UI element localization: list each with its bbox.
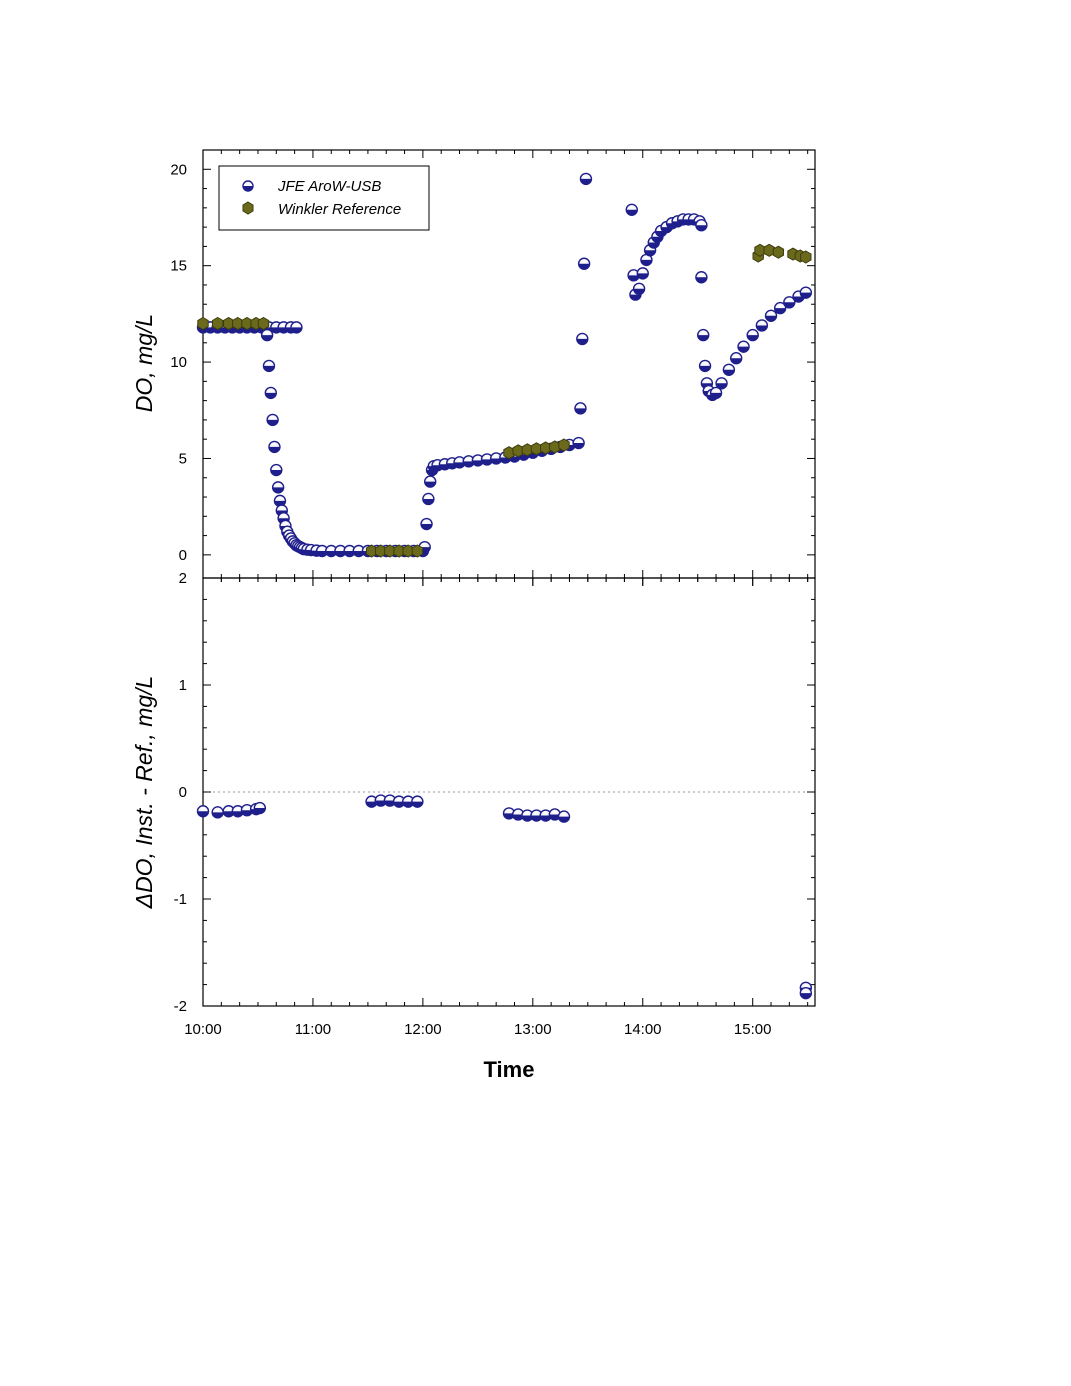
jfe-point <box>755 319 769 332</box>
delta-point <box>365 795 378 808</box>
jfe-point <box>715 377 728 390</box>
jfe-point <box>695 271 708 284</box>
delta-point <box>196 805 210 818</box>
delta-point <box>411 795 424 808</box>
jfe-point <box>799 286 813 299</box>
jfe-point <box>709 386 723 400</box>
legend-label-winkler: Winkler Reference <box>278 201 401 218</box>
winkler-point <box>772 245 784 259</box>
x-tick-label: 12:00 <box>404 1021 442 1038</box>
jfe-point <box>422 492 435 506</box>
winkler-point <box>800 250 812 264</box>
jfe-point <box>764 309 778 323</box>
bottom-y-tick-label: 2 <box>179 570 187 587</box>
jfe-point <box>462 455 475 468</box>
jfe-point <box>290 321 303 334</box>
jfe-point <box>574 402 587 415</box>
bottom-y-tick-label: -2 <box>174 998 187 1015</box>
jfe-point <box>783 296 796 309</box>
jfe-point <box>420 517 433 531</box>
bottom-y-tick-label: 1 <box>179 677 187 694</box>
x-tick-label: 10:00 <box>184 1021 222 1038</box>
top-y-axis-title: DO, mg/L <box>131 314 157 412</box>
jfe-point <box>627 269 640 282</box>
delta-point <box>240 803 254 817</box>
top-panel-points <box>196 172 813 558</box>
bottom-y-tick-label: 0 <box>179 784 187 801</box>
jfe-point <box>730 352 743 365</box>
winkler-point <box>257 316 270 331</box>
jfe-point <box>697 328 710 342</box>
jfe-point <box>268 440 281 454</box>
jfe-point <box>579 172 593 186</box>
jfe-point <box>632 282 646 296</box>
axis-ticks <box>202 150 815 1007</box>
jfe-point <box>722 363 736 376</box>
jfe-point <box>577 257 591 270</box>
legend-box <box>218 165 430 231</box>
bottom-y-tick-label: -1 <box>174 891 187 908</box>
delta-point <box>530 809 543 822</box>
winkler-point <box>197 316 209 331</box>
jfe-point <box>625 203 638 216</box>
delta-point <box>557 810 571 823</box>
jfe-point <box>572 436 585 450</box>
top-y-tick-label: 5 <box>179 450 187 467</box>
jfe-point <box>266 413 279 427</box>
top-y-tick-label: 10 <box>170 354 187 371</box>
jfe-point <box>746 328 759 342</box>
winkler-point <box>558 438 570 452</box>
winkler-point <box>411 544 424 558</box>
legend-marker-jfe <box>242 180 254 192</box>
delta-point <box>521 809 534 822</box>
jfe-point <box>334 544 347 558</box>
jfe-point <box>262 359 276 373</box>
delta-point <box>392 795 406 808</box>
delta-point <box>539 809 552 822</box>
jfe-point <box>576 332 589 346</box>
winkler-point <box>763 243 775 257</box>
jfe-point <box>264 386 277 400</box>
delta-point <box>799 986 813 1000</box>
top-y-tick-label: 15 <box>170 258 187 275</box>
jfe-point <box>737 340 750 353</box>
jfe-point <box>695 218 708 232</box>
jfe-point <box>343 544 356 558</box>
legend-marker-winkler <box>242 201 254 215</box>
jfe-point <box>260 328 274 342</box>
jfe-point <box>480 453 494 466</box>
jfe-point <box>271 481 285 494</box>
bottom-panel-points <box>196 794 813 1000</box>
x-tick-label: 14:00 <box>624 1021 662 1038</box>
jfe-point <box>636 267 649 280</box>
legend: JFE AroW-USB Winkler Reference <box>218 165 430 231</box>
top-y-tick-label: 20 <box>170 161 187 178</box>
jfe-point <box>773 301 787 315</box>
jfe-point <box>273 494 287 508</box>
x-tick-label: 15:00 <box>734 1021 772 1038</box>
bottom-y-axis-title: ΔDO, Inst. - Ref., mg/L <box>131 676 157 910</box>
delta-point <box>374 794 387 807</box>
x-tick-label: 13:00 <box>514 1021 552 1038</box>
x-tick-label: 11:00 <box>295 1021 331 1038</box>
x-axis-title: Time <box>484 1057 535 1082</box>
delta-point <box>211 806 224 819</box>
winkler-point <box>212 316 224 331</box>
legend-label-jfe: JFE AroW-USB <box>277 178 381 195</box>
tick-labels: 10:00 11:00 12:00 13:00 14:00 15:0005101520-2… <box>170 161 771 1038</box>
jfe-point <box>315 544 329 558</box>
top-y-tick-label: 0 <box>179 547 187 564</box>
delta-point <box>383 794 397 807</box>
delta-point <box>253 801 267 815</box>
jfe-point <box>698 359 712 373</box>
delta-point <box>231 805 245 818</box>
jfe-point <box>424 475 437 488</box>
jfe-point <box>270 463 283 477</box>
jfe-point <box>489 452 503 465</box>
